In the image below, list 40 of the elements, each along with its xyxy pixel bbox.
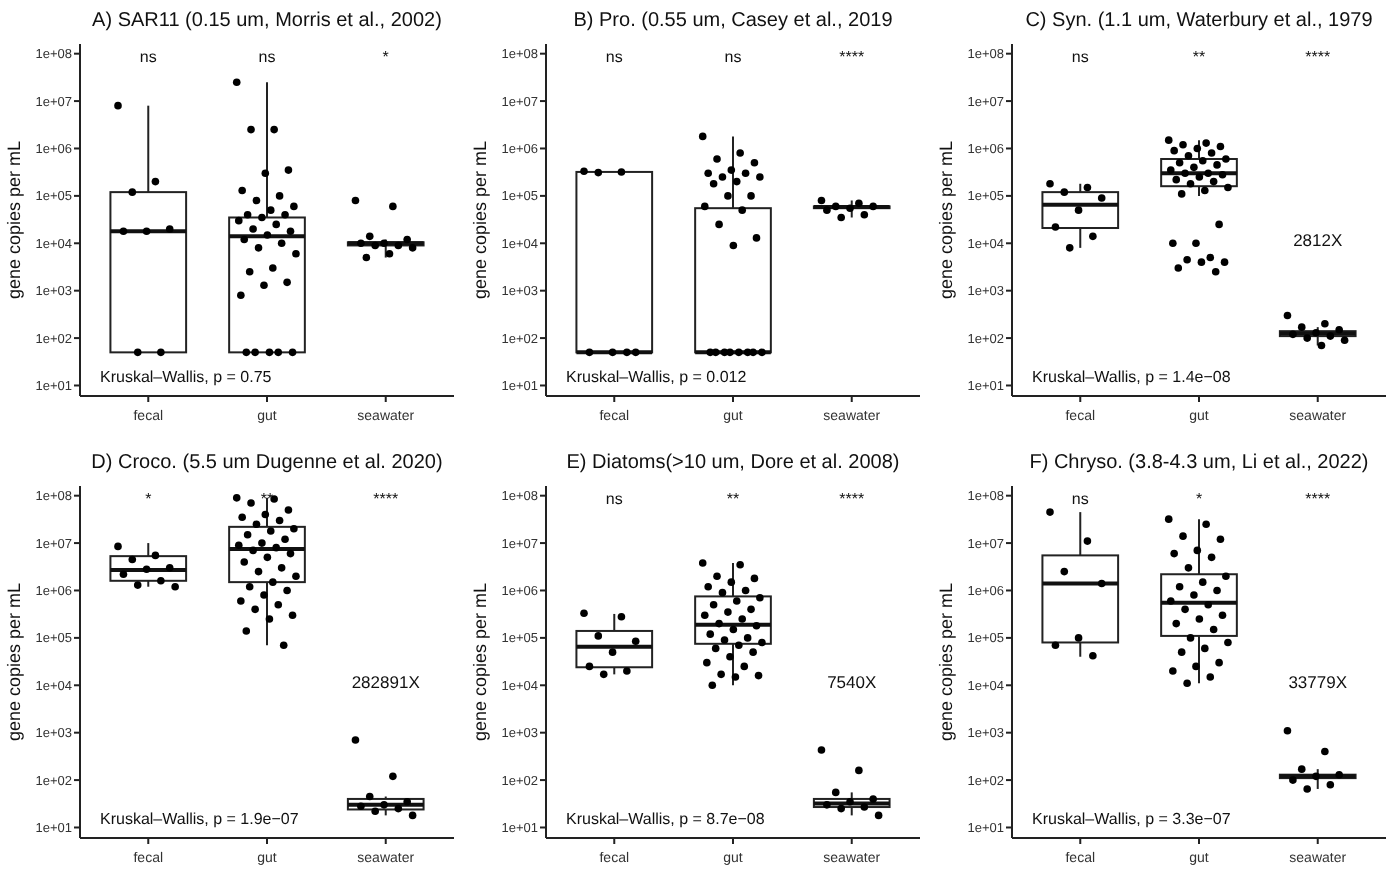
annotation: Kruskal–Wallis, p = 8.7e−08 [566,810,766,828]
annotation: Kruskal–Wallis, p = 1.4e−08 [1032,368,1232,386]
y-axis-title: gene copies per mL [4,582,24,742]
annotation: ns [1071,489,1089,508]
y-axis-title: gene copies per mL [936,582,956,742]
chart-title: E) Diatoms(>10 um, Dore et al. 2008) [566,452,900,474]
y-axis-title: gene copies per mL [470,140,490,300]
chart-title: B) Pro. (0.55 um, Casey et al., 2019 [573,10,894,32]
annotation: ns [139,47,157,66]
annotation: ** [260,489,274,508]
chart-title: A) SAR11 (0.15 um, Morris et al., 2002) [92,10,442,32]
annotation: ns [258,47,276,66]
annotation: Kruskal–Wallis, p = 0.012 [566,368,748,386]
annotation: 33779X [1288,671,1348,692]
annotation: Kruskal–Wallis, p = 3.3e−07 [1032,810,1232,828]
annotation: ns [1071,47,1089,66]
annotation: Kruskal–Wallis, p = 0.75 [100,368,273,386]
y-axis-title: gene copies per mL [470,582,490,742]
annotation: 7540X [827,671,877,692]
annotation: * [1195,489,1203,508]
annotation: **** [1305,489,1331,508]
annotation: **** [839,489,865,508]
y-axis-title: gene copies per mL [4,140,24,300]
annotation: Kruskal–Wallis, p = 1.9e−07 [100,810,300,828]
annotation: 282891X [351,671,421,692]
annotation: ns [724,47,742,66]
annotation: ** [1192,47,1206,66]
annotation: **** [839,47,865,66]
annotation: ** [726,489,740,508]
chart-title: C) Syn. (1.1 um, Waterbury et al., 1979 [1025,10,1374,32]
annotation: ns [605,47,623,66]
annotation: 2812X [1293,229,1343,250]
annotation: **** [373,489,399,508]
y-axis-title: gene copies per mL [936,140,956,300]
annotation: * [382,47,389,66]
annotation: * [145,489,152,508]
annotation: ns [605,489,623,508]
chart-title: F) Chryso. (3.8-4.3 um, Li et al., 2022) [1029,452,1369,474]
annotation: **** [1305,47,1331,66]
chart-title: D) Croco. (5.5 um Dugenne et al. 2020) [91,452,443,474]
